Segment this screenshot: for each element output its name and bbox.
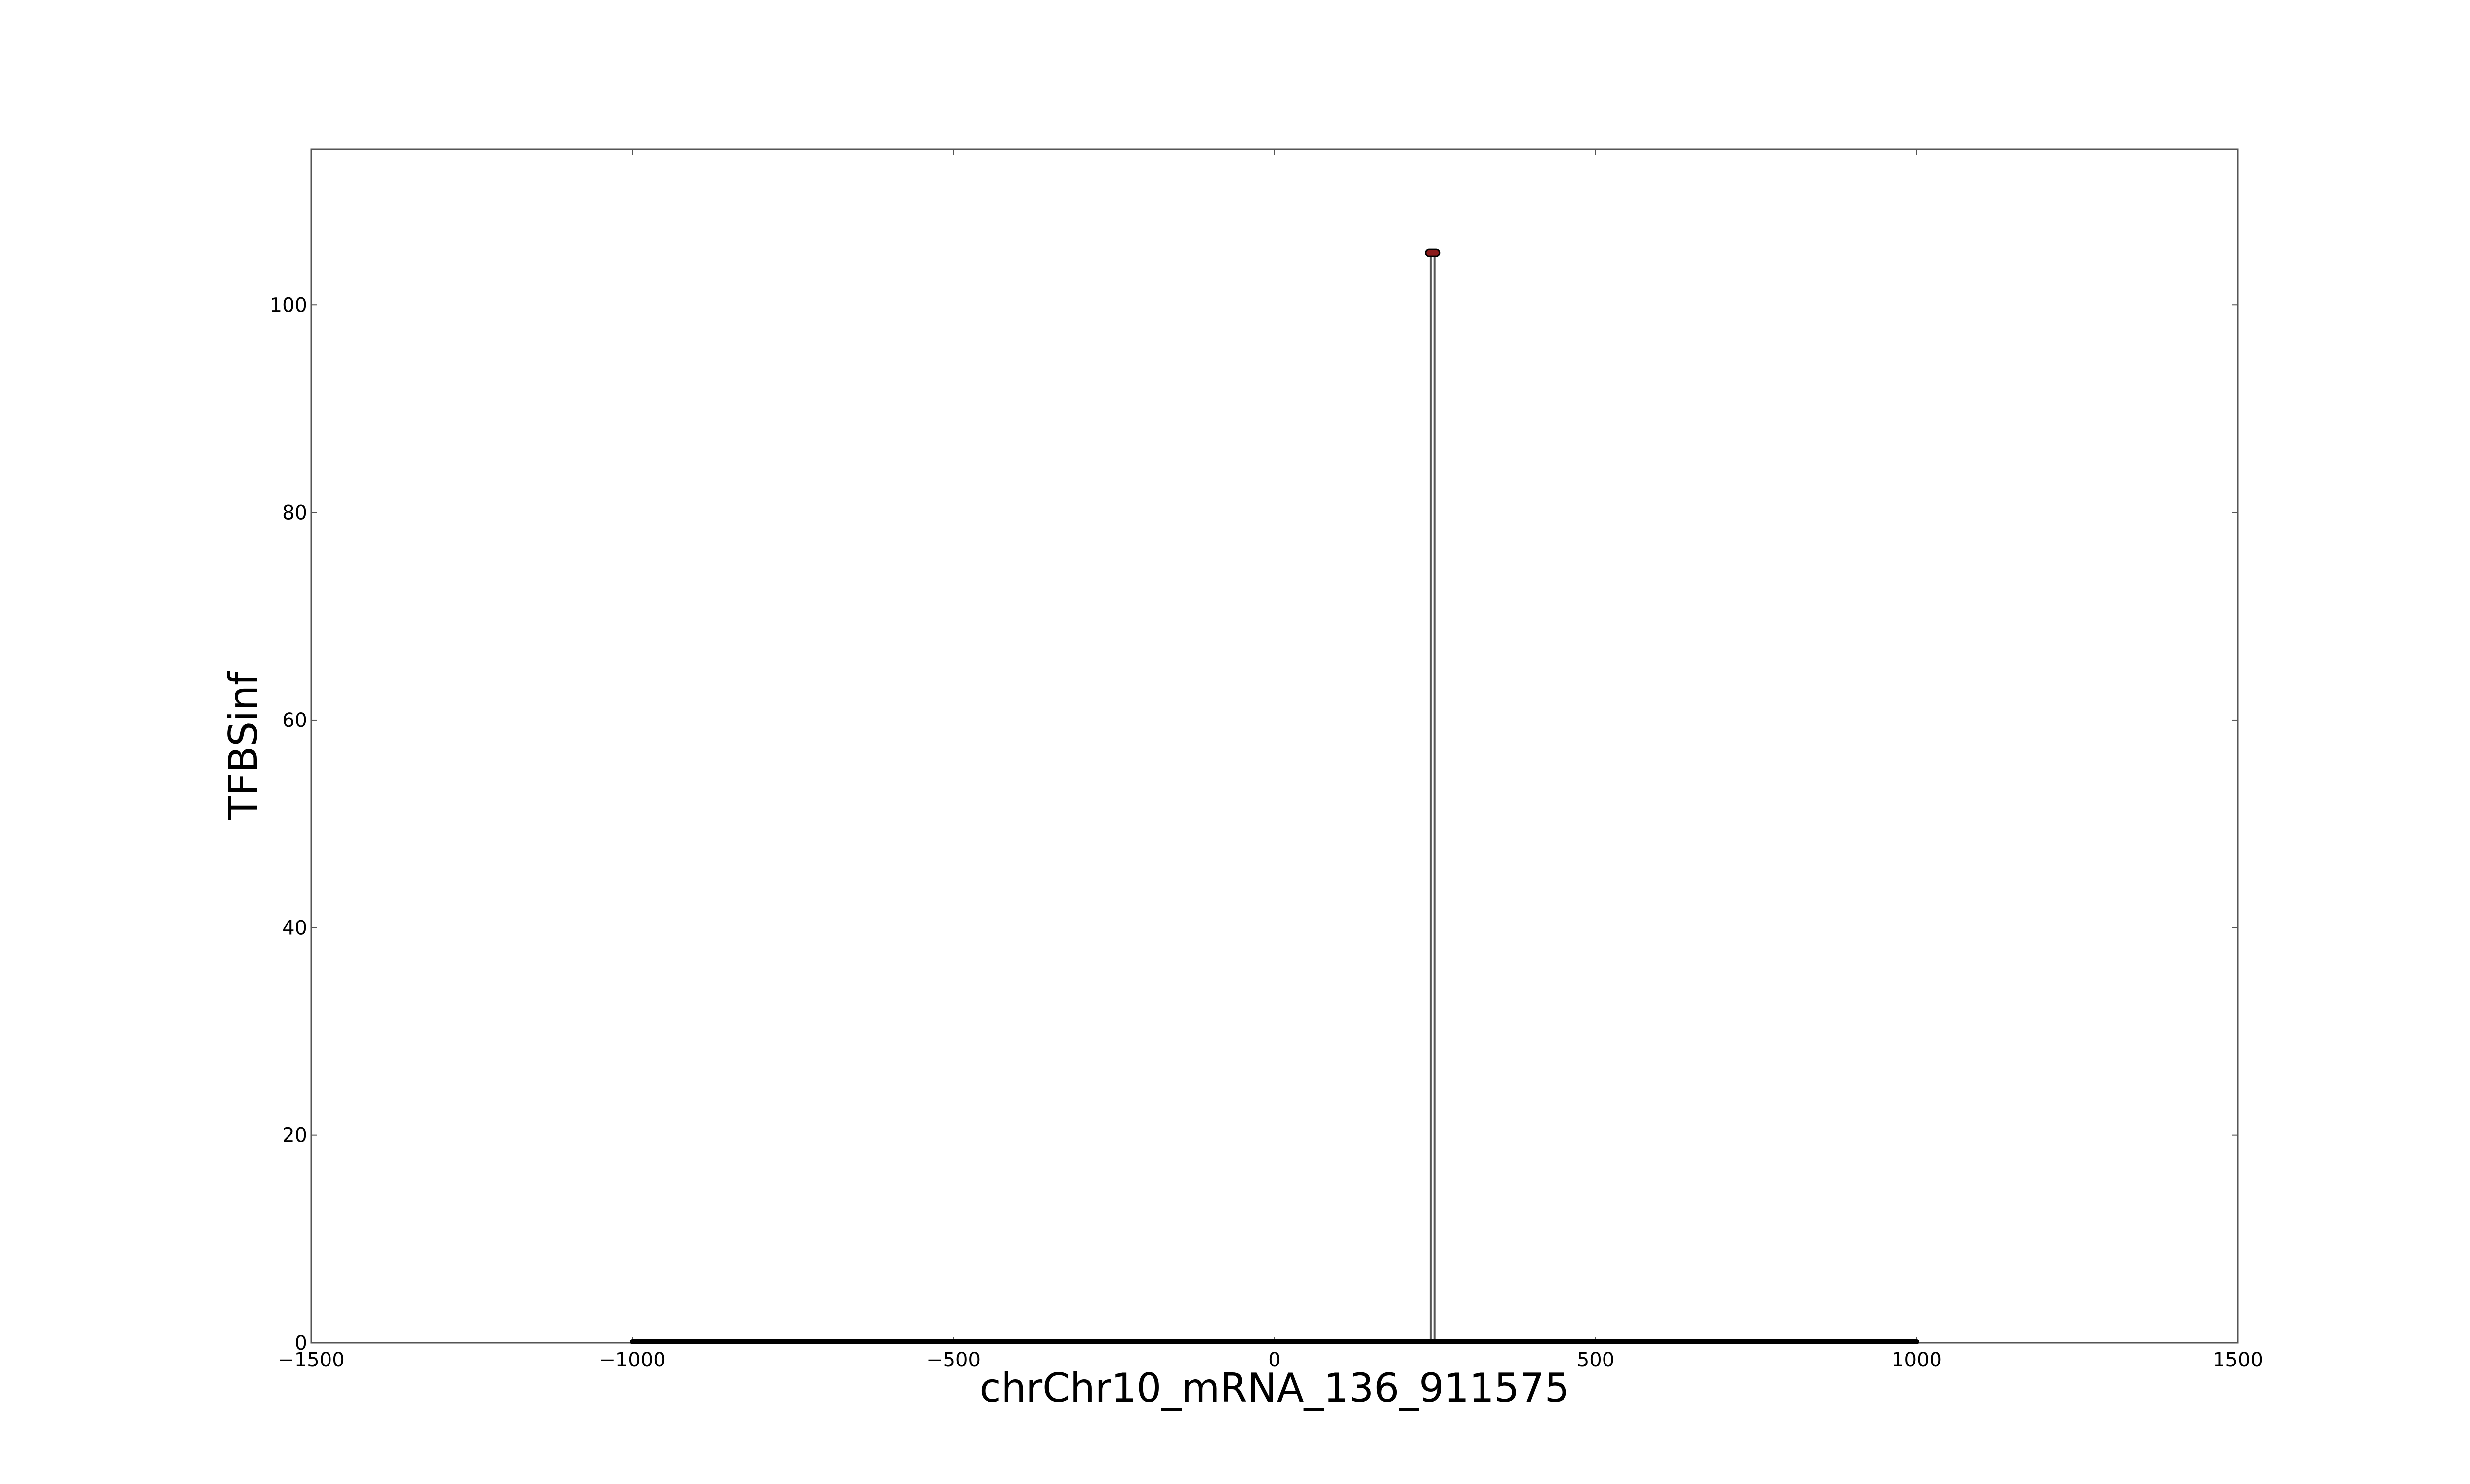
x-tick-label: 1500 xyxy=(2213,1349,2263,1371)
y-tick-label: 60 xyxy=(282,709,307,732)
y-axis-ticks: 0 20 40 60 80 100 xyxy=(270,294,2238,1355)
x-tick-label: −500 xyxy=(926,1349,981,1371)
y-tick-label: 80 xyxy=(282,502,307,524)
y-tick-label: 0 xyxy=(295,1332,307,1355)
y-tick-label: 20 xyxy=(282,1124,307,1147)
x-tick-label: 0 xyxy=(1268,1349,1280,1371)
x-axis-ticks: −1500 −1000 −500 0 500 1000 1500 xyxy=(278,149,2263,1371)
y-tick-label: 100 xyxy=(270,294,307,317)
x-tick-label: 1000 xyxy=(1892,1349,1942,1371)
x-tick-label: 500 xyxy=(1577,1349,1614,1371)
x-axis-title: chrChr10_mRNA_136_911575 xyxy=(980,1365,1570,1411)
y-axis-title: TFBSinf xyxy=(220,671,266,820)
y-tick-label: 40 xyxy=(282,917,307,939)
x-tick-label: −1500 xyxy=(278,1349,344,1371)
x-tick-label: −1000 xyxy=(599,1349,665,1371)
peak-point xyxy=(1425,248,1441,257)
plot-frame xyxy=(310,148,2239,1344)
series-layer xyxy=(630,248,1919,1344)
